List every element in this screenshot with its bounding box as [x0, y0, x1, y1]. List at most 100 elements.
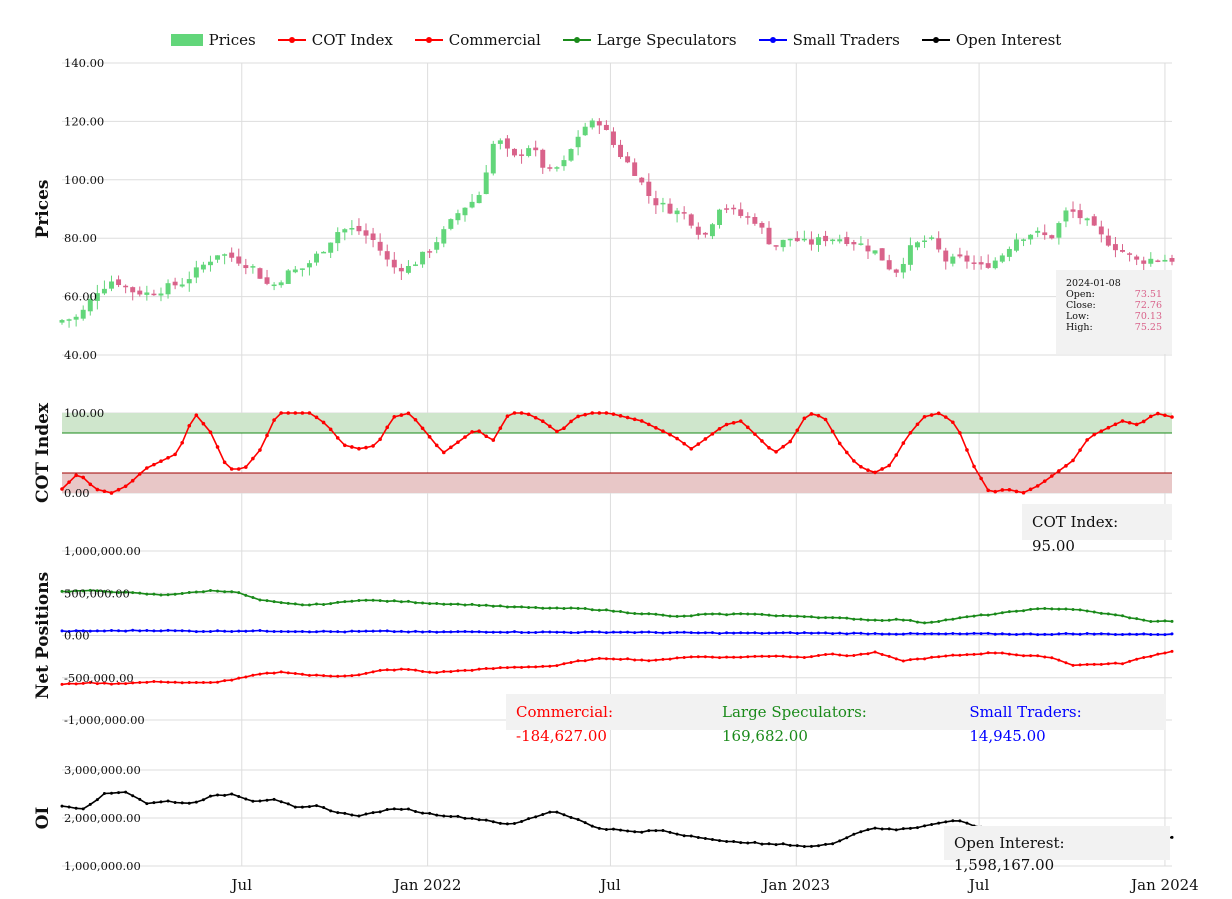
- small-traders-point: [753, 631, 757, 635]
- large-speculators-point: [406, 599, 410, 603]
- large-speculators-point: [414, 601, 418, 605]
- small-traders-point: [824, 631, 828, 635]
- large-speculators-point: [576, 606, 580, 610]
- prices-swatch-icon: [170, 34, 203, 46]
- candle-body: [1134, 256, 1140, 260]
- large-speculators-point: [873, 618, 877, 622]
- commercial-point: [244, 675, 248, 679]
- large-speculators-point: [633, 612, 637, 616]
- cot-index-point: [760, 439, 764, 443]
- legend-item-small-traders[interactable]: Small Traders: [758, 31, 900, 49]
- candle-body: [73, 316, 79, 320]
- candle-body: [101, 288, 107, 294]
- legend-item-open-interest[interactable]: Open Interest: [921, 31, 1061, 49]
- legend-item-cot-index[interactable]: COT Index: [277, 31, 393, 49]
- small-traders-point: [1142, 632, 1146, 636]
- large-speculators-point: [1163, 619, 1167, 623]
- large-speculators-swatch-icon: [562, 37, 591, 43]
- small-traders-point: [986, 631, 990, 635]
- axis-title: COT Index: [33, 402, 53, 503]
- small-traders-point: [300, 630, 304, 634]
- cot-index-point: [583, 412, 587, 417]
- legend-item-prices[interactable]: Prices: [170, 31, 256, 49]
- candle-body: [299, 268, 305, 270]
- candle-body: [674, 210, 680, 215]
- small-traders-point: [421, 630, 425, 634]
- cot-index-point: [145, 466, 149, 470]
- x-tick-label: Jul: [967, 876, 990, 894]
- candle-body: [420, 251, 426, 265]
- small-traders-point: [675, 630, 679, 634]
- open-interest-point: [428, 811, 432, 815]
- candle-body: [1056, 223, 1062, 238]
- cot-index-point: [392, 414, 397, 419]
- cot-index-point: [795, 428, 800, 433]
- candle-body: [413, 264, 418, 266]
- small-traders-point: [336, 630, 340, 634]
- small-traders-point: [993, 632, 997, 636]
- commercial-point: [258, 672, 262, 676]
- small-traders-point: [385, 629, 389, 633]
- legend-item-large-speculators[interactable]: Large Speculators: [562, 31, 737, 49]
- small-traders-point: [343, 630, 347, 634]
- small-traders-point: [223, 629, 227, 633]
- large-speculators-point: [640, 612, 644, 616]
- commercial-point: [562, 662, 566, 666]
- ohlc-low-value: 70.13: [1134, 311, 1162, 322]
- commercial-point: [682, 655, 686, 659]
- cot-index-point: [753, 432, 757, 436]
- cot-index-point: [1156, 411, 1160, 416]
- candle-body: [94, 293, 100, 301]
- open-interest-point: [802, 845, 806, 849]
- candle-body: [950, 256, 956, 264]
- commercial-point: [421, 669, 425, 673]
- cot-index-point: [371, 444, 375, 448]
- candle-body: [1148, 258, 1154, 264]
- large-speculators-point: [442, 602, 446, 606]
- cot-index-point: [745, 425, 750, 430]
- candle-body: [844, 237, 850, 244]
- legend-label-commercial: Commercial: [448, 31, 541, 49]
- axis-ticks: Jul Jan 2022 Jul Jan 2023 Jul Jan 2024 40.00 60…: [64, 56, 1199, 894]
- candle-body: [816, 237, 821, 245]
- cot-index-point: [137, 472, 142, 476]
- candle-body: [130, 287, 136, 293]
- small-traders-point: [1170, 632, 1174, 636]
- candle-body: [391, 259, 397, 268]
- small-traders-point: [109, 628, 113, 632]
- open-interest-point: [965, 821, 969, 825]
- cot-index-point: [569, 419, 573, 424]
- commercial-point: [534, 665, 538, 669]
- small-traders-point: [258, 628, 262, 632]
- large-speculators-point: [1106, 612, 1110, 616]
- small-traders-point: [859, 631, 863, 635]
- small-traders-point: [923, 632, 927, 636]
- candle-body: [865, 245, 871, 252]
- candle-body: [384, 251, 390, 260]
- large-speculators-point: [378, 599, 382, 603]
- commercial-point: [703, 655, 707, 659]
- candle-body: [1077, 210, 1083, 219]
- candle-body: [907, 245, 913, 265]
- commercial-point: [343, 674, 347, 678]
- cot-index-point: [229, 467, 234, 471]
- candle-body: [363, 230, 369, 236]
- large-speculators-point: [908, 618, 912, 622]
- cot-index-point: [590, 411, 595, 415]
- large-speculators-point: [619, 610, 623, 614]
- large-speculators-point: [548, 606, 552, 610]
- small-traders-point: [894, 632, 898, 636]
- candle-body: [398, 267, 404, 272]
- open-interest-point: [859, 830, 863, 834]
- large-speculators-point: [343, 600, 347, 604]
- large-speculators-point: [816, 616, 820, 620]
- candle-body: [264, 277, 270, 284]
- cot-index-point: [689, 446, 694, 451]
- candle-body: [377, 241, 383, 251]
- open-interest-point: [293, 805, 297, 809]
- legend-item-commercial[interactable]: Commercial: [414, 31, 541, 49]
- candle-body: [87, 298, 93, 312]
- cot-index-point: [81, 475, 86, 480]
- y-tick-label: 60.00: [64, 290, 97, 304]
